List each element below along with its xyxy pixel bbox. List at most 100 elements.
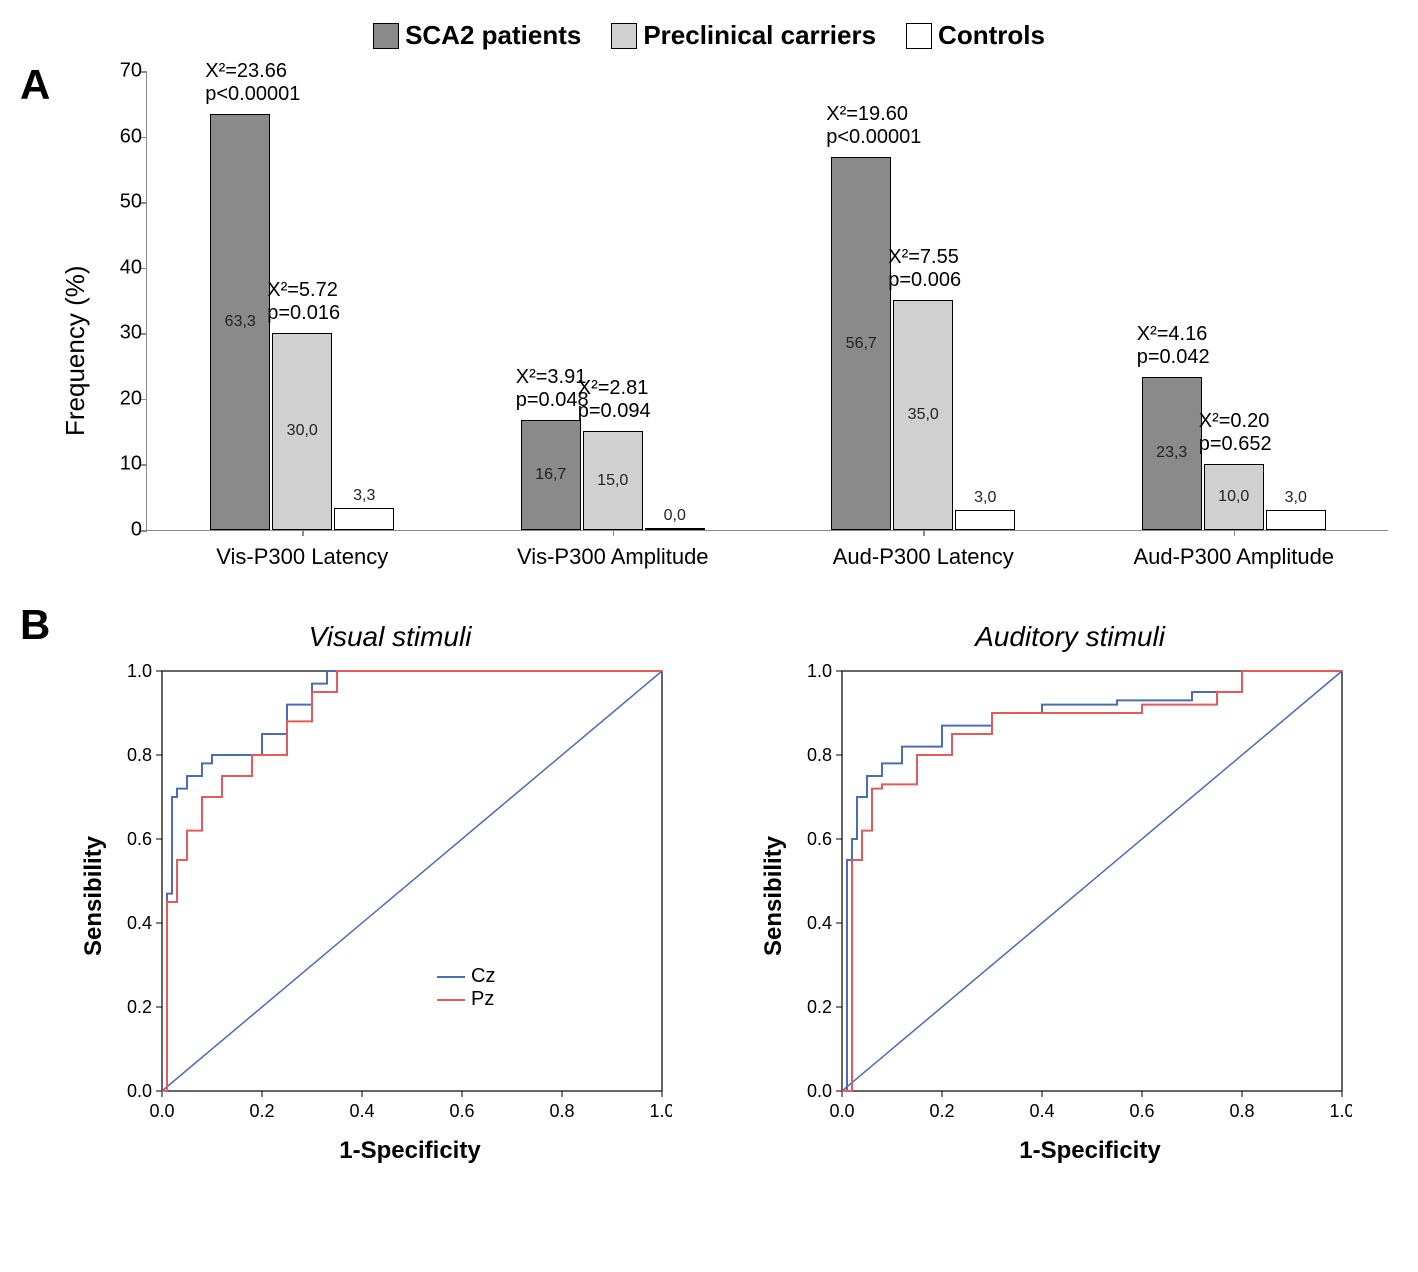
roc-xtick-label: 0.0 xyxy=(149,1101,174,1121)
stat-annotation: X²=2.81p=0.094 xyxy=(578,377,651,423)
roc-ytick-label: 0.4 xyxy=(127,913,152,933)
roc-ytick-label: 0.2 xyxy=(127,997,152,1017)
roc-xtick-label: 0.2 xyxy=(249,1101,274,1121)
bar-value-label: 16,7 xyxy=(535,466,566,484)
y-tick-mark xyxy=(141,333,147,335)
y-tick-label: 50 xyxy=(102,191,142,214)
roc-xtick-label: 0.4 xyxy=(349,1101,374,1121)
roc-svg: 0.00.00.20.20.40.40.60.60.80.81.01.0 xyxy=(792,661,1352,1131)
roc-xtick-label: 0.8 xyxy=(1229,1101,1254,1121)
stat-pvalue: p<0.00001 xyxy=(826,126,921,149)
bar-value-label: 3,0 xyxy=(1285,489,1307,507)
y-tick-mark xyxy=(141,71,147,73)
panel-a-chart: 01020304050607063,330,03,3X²=23.66p<0.00… xyxy=(96,61,1398,581)
bar: 16,7 xyxy=(521,420,581,530)
x-category-label: Aud-P300 Amplitude xyxy=(1133,544,1334,570)
x-tick-mark xyxy=(923,530,925,536)
y-tick-mark xyxy=(141,137,147,139)
legend-swatch xyxy=(611,23,637,49)
stat-pvalue: p<0.00001 xyxy=(205,83,300,106)
bar-value-label: 15,0 xyxy=(597,472,628,490)
bar-value-label: 35,0 xyxy=(908,406,939,424)
roc-legend-item: Pz xyxy=(437,988,495,1011)
roc-legend-line xyxy=(437,976,465,978)
roc-ytick-label: 0.8 xyxy=(807,745,832,765)
y-tick-label: 20 xyxy=(102,387,142,410)
panel-b-label: B xyxy=(20,601,50,649)
roc-xtick-label: 0.8 xyxy=(549,1101,574,1121)
roc-xtick-label: 0.6 xyxy=(449,1101,474,1121)
roc-xlabel: 1-Specificity xyxy=(120,1137,700,1165)
roc-ytick-label: 0.4 xyxy=(807,913,832,933)
roc-ytick-label: 0.2 xyxy=(807,997,832,1017)
stat-chi2: X²=4.16 xyxy=(1137,323,1210,346)
roc-ytick-label: 1.0 xyxy=(807,661,832,681)
stat-chi2: X²=0.20 xyxy=(1199,410,1272,433)
stat-annotation: X²=19.60p<0.00001 xyxy=(826,103,921,149)
legend-swatch xyxy=(373,23,399,49)
stat-annotation: X²=23.66p<0.00001 xyxy=(205,60,300,106)
bar: 35,0 xyxy=(893,300,953,530)
legend-item: Preclinical carriers xyxy=(611,20,876,51)
stat-annotation: X²=0.20p=0.652 xyxy=(1199,410,1272,456)
legend-label: Preclinical carriers xyxy=(643,20,876,51)
y-tick-label: 40 xyxy=(102,256,142,279)
y-tick-label: 60 xyxy=(102,125,142,148)
bar-value-label: 3,0 xyxy=(974,489,996,507)
panel-b: B Visual stimuliSensibility0.00.00.20.20… xyxy=(80,621,1398,1165)
roc-xtick-label: 0.4 xyxy=(1029,1101,1054,1121)
bar-value-label: 23,3 xyxy=(1156,444,1187,462)
y-tick-mark xyxy=(141,202,147,204)
stat-chi2: X²=23.66 xyxy=(205,60,300,83)
roc-xtick-label: 0.2 xyxy=(929,1101,954,1121)
stat-pvalue: p=0.042 xyxy=(1137,346,1210,369)
roc-title: Auditory stimuli xyxy=(760,621,1380,653)
y-tick-mark xyxy=(141,268,147,270)
roc-diagonal xyxy=(162,671,662,1091)
y-tick-mark xyxy=(141,464,147,466)
stat-chi2: X²=5.72 xyxy=(267,279,340,302)
bar: 10,0 xyxy=(1204,464,1264,530)
roc-title: Visual stimuli xyxy=(80,621,700,653)
stat-pvalue: p=0.006 xyxy=(888,269,961,292)
x-tick-mark xyxy=(302,530,304,536)
bar-value-label: 10,0 xyxy=(1218,488,1249,506)
x-category-label: Vis-P300 Latency xyxy=(216,544,388,570)
bar: 63,3 xyxy=(210,114,270,530)
roc-ylabel: Sensibility xyxy=(80,661,108,1131)
bar: 56,7 xyxy=(831,157,891,530)
roc-legend: CzPz xyxy=(437,965,495,1011)
stat-pvalue: p=0.016 xyxy=(267,302,340,325)
roc-svg: 0.00.00.20.20.40.40.60.60.80.81.01.0 xyxy=(112,661,672,1131)
legend-swatch xyxy=(906,23,932,49)
stat-chi2: X²=2.81 xyxy=(578,377,651,400)
stat-pvalue: p=0.094 xyxy=(578,400,651,423)
y-tick-label: 0 xyxy=(102,519,142,542)
roc-ytick-label: 0.0 xyxy=(807,1081,832,1101)
y-tick-label: 30 xyxy=(102,322,142,345)
y-tick-label: 70 xyxy=(102,60,142,83)
roc-ytick-label: 0.8 xyxy=(127,745,152,765)
roc-xtick-label: 0.6 xyxy=(1129,1101,1154,1121)
roc-ylabel: Sensibility xyxy=(760,661,788,1131)
roc-chart: Auditory stimuliSensibility0.00.00.20.20… xyxy=(760,621,1380,1165)
bar-value-label: 0,0 xyxy=(664,507,686,525)
bar: 30,0 xyxy=(272,333,332,530)
x-tick-mark xyxy=(613,530,615,536)
roc-ytick-label: 0.0 xyxy=(127,1081,152,1101)
bar: 0,0 xyxy=(645,528,705,530)
bar: 3,0 xyxy=(955,510,1015,530)
bar-value-label: 30,0 xyxy=(287,422,318,440)
legend-item: Controls xyxy=(906,20,1045,51)
roc-legend-label: Cz xyxy=(471,965,495,988)
roc-legend-label: Pz xyxy=(471,988,494,1011)
y-tick-mark xyxy=(141,530,147,532)
figure: SCA2 patients Preclinical carriers Control… xyxy=(20,20,1398,1165)
roc-ytick-label: 0.6 xyxy=(127,829,152,849)
x-tick-mark xyxy=(1234,530,1236,536)
x-category-label: Vis-P300 Amplitude xyxy=(517,544,709,570)
legend-item: SCA2 patients xyxy=(373,20,581,51)
roc-xlabel: 1-Specificity xyxy=(800,1137,1380,1165)
panel-a-ylabel: Frequency (%) xyxy=(60,61,91,581)
stat-pvalue: p=0.652 xyxy=(1199,433,1272,456)
